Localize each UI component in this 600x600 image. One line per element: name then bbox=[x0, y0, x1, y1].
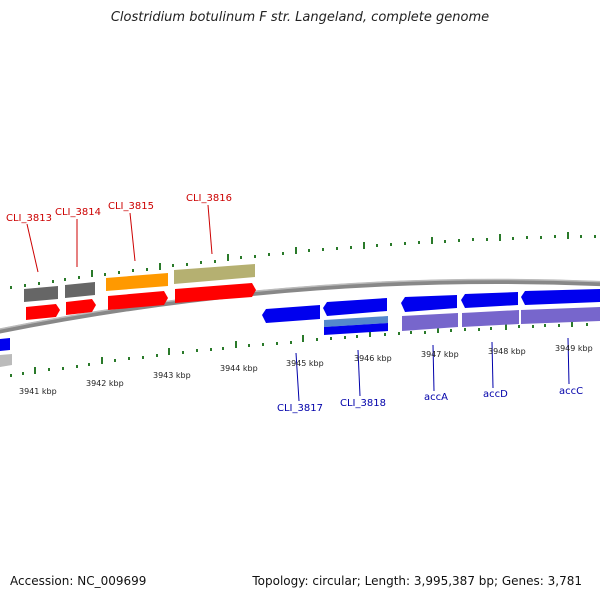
outer-tick-arc bbox=[10, 232, 596, 289]
gene-arrow-cli3814[interactable] bbox=[66, 299, 96, 315]
gene-feature-grey-1[interactable] bbox=[24, 286, 58, 302]
gene-feature-accd[interactable] bbox=[462, 310, 519, 327]
leader-cli3817 bbox=[295, 352, 300, 402]
scale-labels: 3941 kbp 3942 kbp 3943 kbp 3944 kbp 3945… bbox=[19, 344, 593, 396]
leader-accd bbox=[491, 341, 494, 389]
gene-label-cli3814[interactable]: CLI_3814 bbox=[55, 207, 101, 218]
inner-tick-arc bbox=[10, 320, 588, 377]
map-title: Clostridium botulinum F str. Langeland, … bbox=[110, 10, 490, 25]
gene-label-cli3818[interactable]: CLI_3818 bbox=[340, 398, 386, 409]
gene-label-accc[interactable]: accC bbox=[559, 386, 583, 397]
scale-label: 3948 kbp bbox=[488, 347, 526, 356]
gene-arrow-cli3815[interactable] bbox=[108, 291, 168, 310]
scale-label: 3941 kbp bbox=[19, 387, 57, 396]
leader-acca bbox=[432, 344, 435, 392]
gene-feature-cli3818-base[interactable] bbox=[324, 323, 388, 335]
forward-gene-track-inner bbox=[26, 283, 256, 320]
forward-gene-labels: CLI_3813 CLI_3814 CLI_3815 CLI_3816 bbox=[6, 193, 232, 224]
leader-accc bbox=[567, 337, 570, 385]
gene-feature-accc[interactable] bbox=[521, 307, 600, 324]
gene-feature-acca[interactable] bbox=[402, 313, 458, 331]
leader-cli3818 bbox=[357, 349, 361, 397]
genome-summary-text: Topology: circular; Length: 3,995,387 bp… bbox=[252, 574, 582, 588]
gene-feature-orange[interactable] bbox=[106, 273, 168, 291]
gene-arrow-accc[interactable] bbox=[521, 289, 600, 305]
scale-label: 3946 kbp bbox=[354, 354, 392, 363]
gene-arrow-cli3818[interactable] bbox=[323, 298, 387, 316]
scale-label: 3949 kbp bbox=[555, 344, 593, 353]
gene-label-cli3815[interactable]: CLI_3815 bbox=[108, 201, 154, 212]
gene-label-accd[interactable]: accD bbox=[483, 389, 508, 400]
gene-label-cli3817[interactable]: CLI_3817 bbox=[277, 403, 323, 414]
label-leaders bbox=[26, 204, 570, 402]
leader-cli3816 bbox=[207, 204, 213, 255]
gene-feature-olive[interactable] bbox=[174, 264, 255, 284]
gene-label-cli3813[interactable]: CLI_3813 bbox=[6, 213, 52, 224]
reverse-gene-labels: CLI_3817 CLI_3818 accA accD accC bbox=[277, 386, 583, 414]
gene-label-acca[interactable]: accA bbox=[424, 392, 448, 403]
genome-backbone bbox=[0, 278, 600, 334]
gene-feature-cli3818-band[interactable] bbox=[324, 316, 388, 327]
gene-arrow-acca[interactable] bbox=[401, 295, 457, 312]
scale-label: 3942 kbp bbox=[86, 379, 124, 388]
scale-label: 3947 kbp bbox=[421, 350, 459, 359]
gene-arrow-cli3817[interactable] bbox=[262, 305, 320, 323]
gene-arrow-cli3816[interactable] bbox=[175, 283, 256, 303]
gene-arrow-accd[interactable] bbox=[461, 292, 518, 308]
scale-label: 3945 kbp bbox=[286, 359, 324, 368]
reverse-feature-track bbox=[324, 307, 600, 335]
gene-arrow-cli3813[interactable] bbox=[26, 304, 60, 320]
scale-label: 3943 kbp bbox=[153, 371, 191, 380]
scale-label: 3944 kbp bbox=[220, 364, 258, 373]
forward-gene-track-outer bbox=[24, 264, 255, 302]
leader-cli3815 bbox=[129, 212, 136, 262]
accession-text: Accession: NC_009699 bbox=[10, 574, 147, 588]
gene-label-cli3816[interactable]: CLI_3816 bbox=[186, 193, 232, 204]
leader-cli3813 bbox=[26, 223, 39, 273]
gene-feature-edge-grey[interactable] bbox=[0, 354, 12, 367]
reverse-gene-track bbox=[0, 289, 600, 367]
gene-arrow-left-edge[interactable] bbox=[0, 338, 10, 351]
gene-feature-grey-2[interactable] bbox=[65, 282, 95, 298]
